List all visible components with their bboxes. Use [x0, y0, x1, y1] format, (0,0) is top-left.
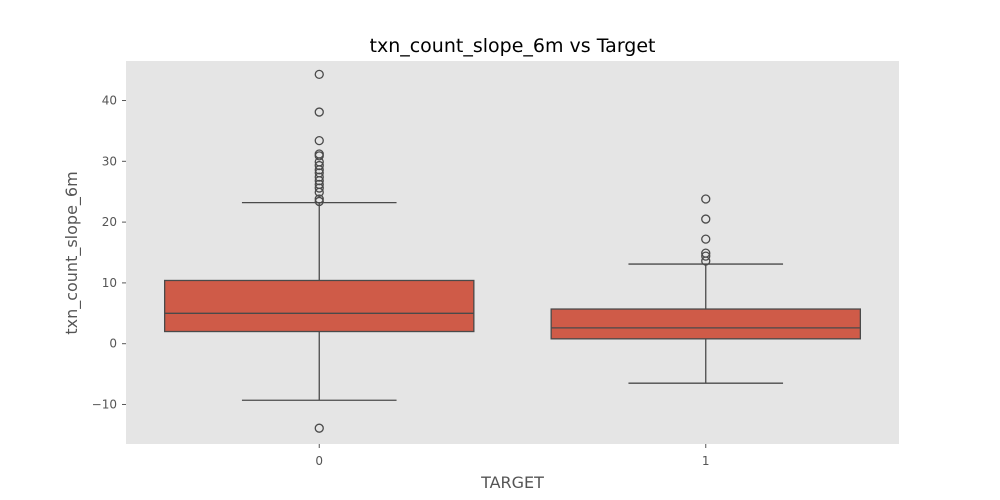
box-category-1	[550, 194, 862, 384]
outlier-point	[314, 165, 324, 175]
outlier-point	[314, 194, 324, 204]
iqr-box	[163, 279, 475, 333]
outlier-point	[314, 151, 324, 161]
outlier-point	[701, 256, 711, 266]
y-tick-label: −10	[92, 397, 117, 411]
outlier-point	[701, 251, 711, 261]
outlier-point	[701, 194, 711, 204]
outlier-point	[314, 423, 324, 433]
boxes-group	[163, 69, 862, 433]
outlier-point	[701, 214, 711, 224]
y-axis: −10 0 10 20 30 40	[92, 94, 126, 411]
y-tick-label: 0	[109, 337, 117, 351]
y-tick-label: 30	[102, 154, 117, 168]
outlier-point	[314, 187, 324, 197]
x-tick-label: 1	[702, 454, 710, 468]
outlier-point	[701, 234, 711, 244]
y-tick-label: 40	[102, 94, 117, 108]
iqr-box	[550, 308, 862, 340]
x-axis-label: TARGET	[480, 473, 544, 492]
outlier-point	[314, 196, 324, 207]
box-category-0	[163, 69, 475, 433]
outlier-point	[314, 172, 324, 182]
outlier-point	[314, 160, 324, 171]
x-tick-label: 0	[315, 454, 323, 468]
y-tick-label: 20	[102, 215, 117, 229]
outlier-point	[314, 69, 324, 80]
outlier-point	[314, 135, 324, 146]
y-tick-label: 10	[102, 276, 117, 290]
outlier-point	[314, 183, 324, 193]
outlier-point	[314, 107, 324, 117]
chart-title: txn_count_slope_6m vs Target	[370, 35, 656, 57]
plot-area	[126, 61, 899, 444]
outlier-point	[314, 176, 324, 186]
y-axis-label: txn_count_slope_6m	[62, 171, 82, 334]
